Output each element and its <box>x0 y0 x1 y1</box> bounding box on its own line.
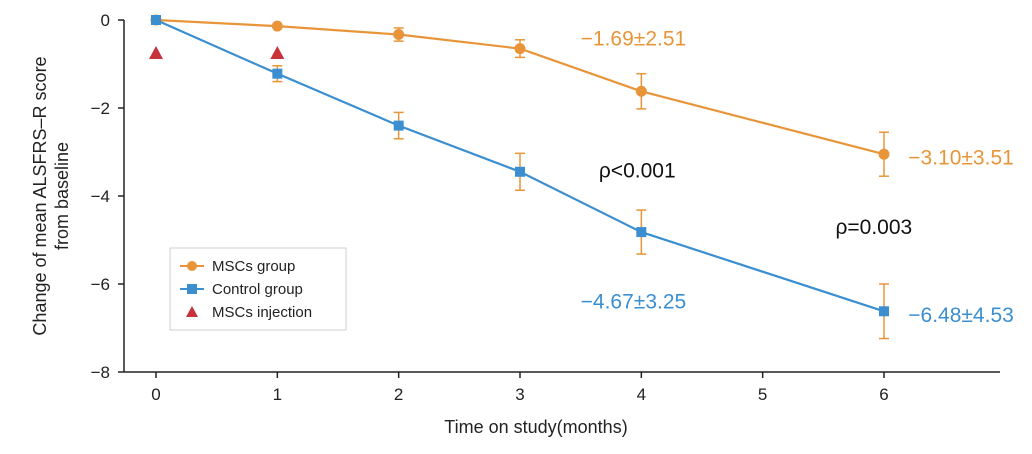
series-mscs-injection <box>149 46 285 59</box>
annotation-label: −3.10±3.51 <box>908 146 1014 169</box>
legend: MSCs group Control group MSCs injection <box>169 247 347 331</box>
series-line <box>155 18 885 156</box>
y-axis-label-line-2: from baseline <box>52 142 72 250</box>
data-point <box>635 85 647 97</box>
series-control-group <box>151 15 889 340</box>
y-tick-label: −2 <box>91 99 110 118</box>
annotation-label: −6.48±4.53 <box>908 304 1014 327</box>
legend-marker-control <box>187 284 197 294</box>
data-point <box>636 227 647 238</box>
annotation-label: −1.69±2.51 <box>581 27 687 50</box>
x-ticks: 0 1 2 3 4 5 6 <box>151 372 889 404</box>
y-ticks: 0 −2 −4 −6 −8 <box>91 11 124 382</box>
data-point <box>271 20 283 32</box>
axes: 0 1 2 3 4 5 6 0 −2 −4 −6 −8 <box>91 11 1000 404</box>
annotation-label: −4.67±3.25 <box>581 291 687 314</box>
x-tick-label: 1 <box>273 385 282 404</box>
data-point <box>149 46 163 59</box>
legend-label-control: Control group <box>212 281 303 298</box>
data-point <box>514 43 526 55</box>
annotation-label: ρ=0.003 <box>835 216 912 239</box>
data-point <box>393 120 404 131</box>
y-tick-label: −8 <box>91 363 110 382</box>
data-point <box>878 148 890 160</box>
data-point <box>879 306 889 317</box>
data-point <box>272 68 283 79</box>
legend-item-control-group: Control group <box>180 281 303 298</box>
y-tick-label: −6 <box>91 275 110 294</box>
legend-item-msc-injection: MSCs injection <box>186 304 312 321</box>
x-tick-label: 0 <box>151 385 160 404</box>
data-point <box>393 29 405 41</box>
x-tick-label: 3 <box>515 385 524 404</box>
data-point <box>515 166 525 177</box>
legend-label-msc: MSCs group <box>212 258 295 275</box>
legend-marker-injection <box>186 306 198 317</box>
plot-area <box>149 14 890 340</box>
x-tick-label: 5 <box>758 385 767 404</box>
x-tick-label: 2 <box>394 385 403 404</box>
x-tick-label: 4 <box>637 385 646 404</box>
x-tick-label: 6 <box>879 385 888 404</box>
data-point <box>270 46 285 59</box>
series-line <box>155 18 885 313</box>
y-axis-label-line-1: Change of mean ALSFRS–R score <box>30 56 50 335</box>
legend-marker-msc <box>187 261 197 271</box>
y-tick-label: 0 <box>101 11 110 30</box>
x-axis-label: Time on study(months) <box>444 417 627 437</box>
series-mscs-group <box>150 14 890 177</box>
legend-label-injection: MSCs injection <box>212 304 312 321</box>
y-tick-label: −4 <box>91 187 110 206</box>
annotation-label: ρ<0.001 <box>599 159 676 182</box>
legend-box <box>169 247 347 331</box>
legend-item-msc-group: MSCs group <box>180 258 295 275</box>
data-point <box>151 15 161 25</box>
y-axis-label: Change of mean ALSFRS–R score from basel… <box>30 56 72 335</box>
annotations: −1.69±2.51 −3.10±3.51 ρ<0.001 ρ=0.003 −4.67±… <box>581 27 1014 326</box>
